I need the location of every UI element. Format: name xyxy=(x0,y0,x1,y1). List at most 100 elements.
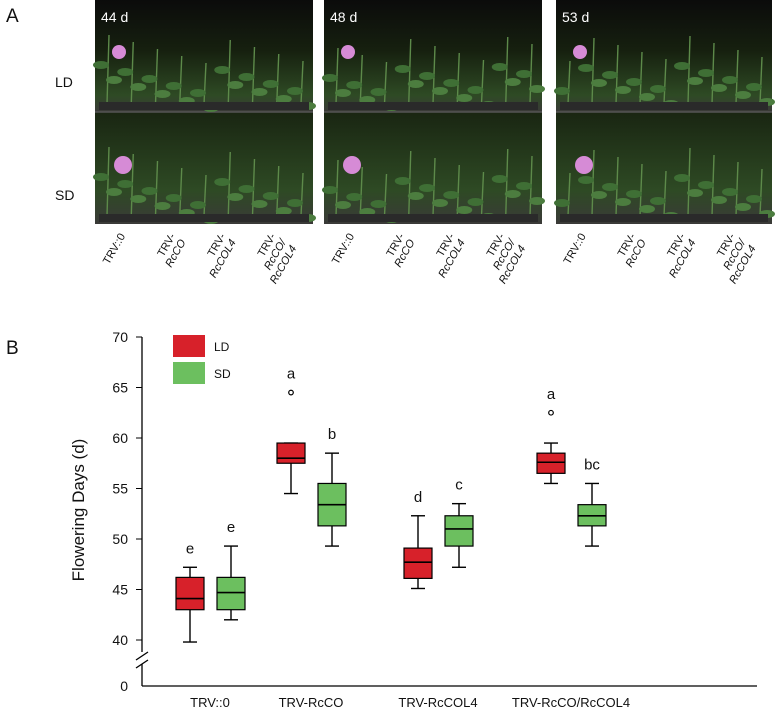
flower xyxy=(114,156,132,174)
stem xyxy=(567,172,571,217)
y-tick-label: 70 xyxy=(112,329,128,345)
leaf xyxy=(346,193,363,201)
leaf xyxy=(491,63,508,71)
leaf xyxy=(504,190,521,198)
leaf xyxy=(639,205,655,213)
leaf xyxy=(711,84,727,92)
stem xyxy=(106,146,110,217)
leaf xyxy=(394,177,411,185)
stem xyxy=(759,56,763,105)
leaf xyxy=(650,197,666,205)
leaf xyxy=(141,75,158,83)
leaf xyxy=(711,196,727,204)
leaf xyxy=(165,194,182,202)
flower xyxy=(112,45,126,59)
leaf xyxy=(529,197,545,205)
panel-label: B xyxy=(6,338,19,359)
leaf xyxy=(227,81,244,89)
x-tick-label: TRV-RcCOL4 xyxy=(398,695,477,710)
panel-label: A xyxy=(6,6,19,27)
stem xyxy=(203,174,207,217)
leaf xyxy=(467,86,484,94)
legend-label: LD xyxy=(214,340,230,354)
box xyxy=(276,442,306,464)
genotype-label: TRV-RcCO/RcCOL4 xyxy=(706,231,759,286)
stem xyxy=(567,60,571,105)
stem xyxy=(663,170,667,217)
leaf xyxy=(214,66,231,74)
stem xyxy=(456,164,460,217)
flower xyxy=(341,45,355,59)
leaf xyxy=(491,175,508,183)
genotype-label: TRV-RcCOL4 xyxy=(426,231,468,280)
leaf xyxy=(117,180,134,188)
leaf xyxy=(419,72,435,80)
leaf xyxy=(735,91,751,99)
leaf xyxy=(407,192,424,200)
y-tick-label: 45 xyxy=(112,582,128,598)
leaf xyxy=(602,183,618,191)
leaf xyxy=(674,174,690,182)
significance-letter: e xyxy=(227,519,235,536)
leaf xyxy=(687,77,703,85)
stem xyxy=(300,60,304,105)
leaf xyxy=(322,74,338,82)
leaf xyxy=(615,86,631,94)
leaf xyxy=(106,76,122,84)
stem xyxy=(359,166,363,217)
pots xyxy=(328,102,538,110)
significance-letter: e xyxy=(186,540,194,557)
flier xyxy=(288,389,294,396)
leaf xyxy=(698,181,714,189)
leaf xyxy=(443,191,460,199)
stem xyxy=(408,38,412,105)
leaf xyxy=(262,80,279,88)
genotype-label: TRV-RcCOL4 xyxy=(657,231,699,280)
leaf xyxy=(554,87,570,95)
box xyxy=(403,547,433,579)
significance-letter: c xyxy=(455,477,463,494)
genotype-label: TRV-RcCO xyxy=(613,231,649,269)
leaf xyxy=(650,85,666,93)
stem xyxy=(227,39,231,105)
leaf xyxy=(190,201,206,209)
leaf xyxy=(370,88,387,96)
leaf xyxy=(504,78,521,86)
genotype-label: TRV-RcCO/RcCOL4 xyxy=(476,231,529,286)
genotype-label: TRV-RcCO xyxy=(153,231,189,269)
leaf xyxy=(141,187,158,195)
stem xyxy=(383,61,388,105)
box xyxy=(444,515,474,547)
leaf xyxy=(516,182,532,190)
pots xyxy=(99,214,309,222)
leaf xyxy=(93,61,109,69)
leaf xyxy=(106,188,122,196)
box xyxy=(216,576,246,611)
genotype-label-line: TRV::0 xyxy=(330,232,357,267)
leaf xyxy=(591,191,607,199)
leaf xyxy=(251,200,268,208)
x-tick-label: TRV-RcCO xyxy=(279,695,344,710)
leaf xyxy=(251,88,268,96)
leaf xyxy=(626,190,642,198)
leaf xyxy=(394,65,411,73)
leaf xyxy=(746,195,762,203)
leaf xyxy=(467,198,484,206)
leaf xyxy=(287,199,303,207)
leaf xyxy=(117,68,134,76)
stem xyxy=(687,35,691,105)
stem xyxy=(276,53,280,105)
leaf xyxy=(275,95,292,103)
genotype-label: TRV-RcCO/RcCOL4 xyxy=(247,231,300,286)
leaf xyxy=(335,89,351,97)
genotype-label: TRV::0 xyxy=(330,232,357,267)
leaf xyxy=(516,70,532,78)
leaf xyxy=(639,93,655,101)
leaf xyxy=(419,184,435,192)
genotype-label: TRV-RcCO xyxy=(382,231,418,269)
leaf xyxy=(735,203,751,211)
leaf xyxy=(456,94,473,102)
flower xyxy=(575,156,593,174)
box xyxy=(536,452,566,474)
genotype-label: TRV-RcCOL4 xyxy=(197,231,239,280)
